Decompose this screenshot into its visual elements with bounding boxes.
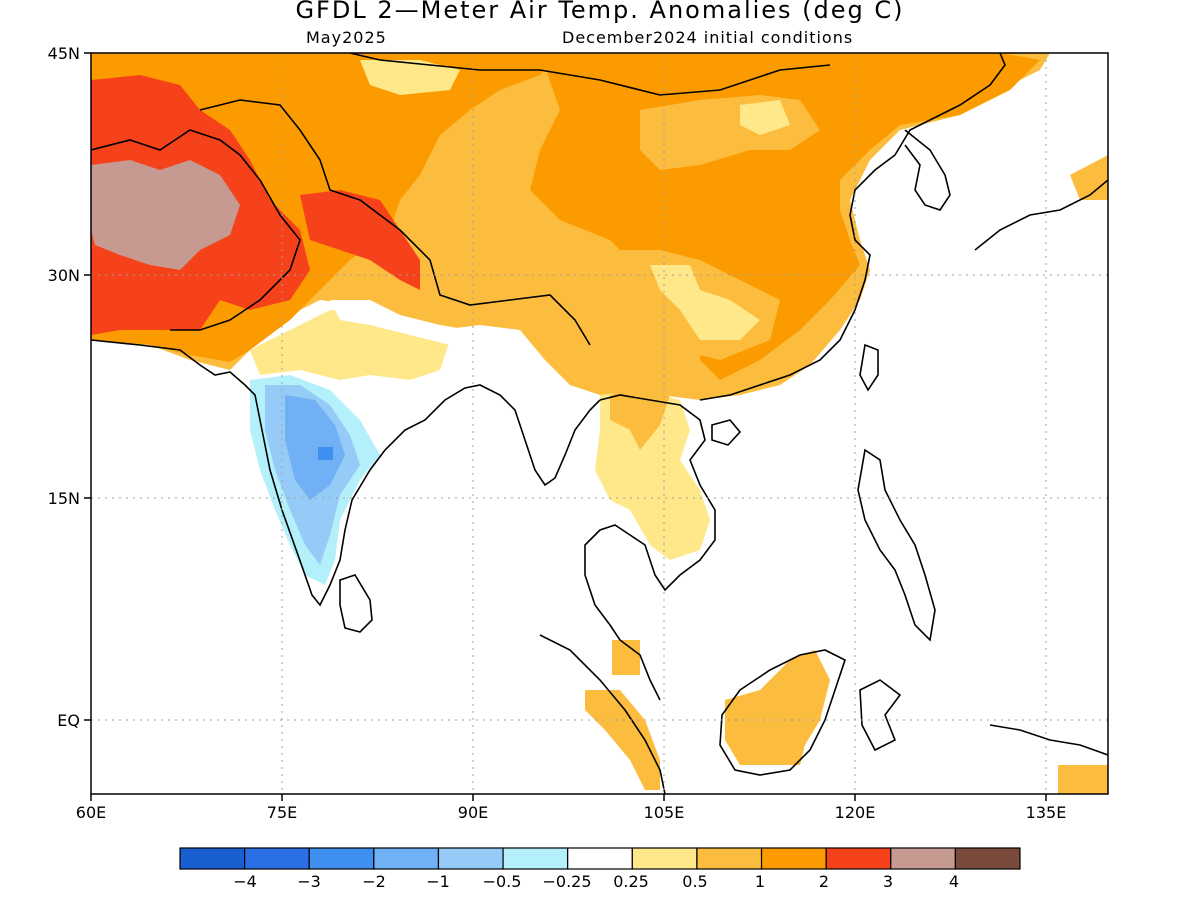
colorbar-label: 2	[818, 872, 830, 891]
colorbar-label: 1	[754, 872, 766, 891]
anomaly-region-blue3-india	[318, 447, 333, 460]
coastline-indochina	[584, 394, 716, 641]
lon-label-75e: 75E	[266, 803, 298, 822]
lon-label-105e: 105E	[643, 803, 685, 822]
anomaly-region-yellow-north	[360, 60, 460, 95]
coastline-sulawesi	[859, 679, 902, 752]
colorbar	[179, 847, 1021, 870]
init-conditions-label: December2024 initial conditions	[562, 28, 854, 47]
lon-label-90e: 90E	[457, 803, 489, 822]
coastline-india	[91, 339, 601, 607]
colorbar-swatch	[890, 847, 956, 870]
coastline-hainan	[711, 419, 742, 446]
anomaly-region-orange-malaya	[612, 640, 640, 675]
anomaly-region-yellow-indochina	[595, 390, 710, 560]
colorbar-label: 4	[948, 872, 960, 891]
colorbar-label: 0.25	[613, 872, 649, 891]
coastline-malaya	[619, 639, 661, 701]
map-frame	[90, 52, 1109, 795]
colorbar-label: −2	[362, 872, 386, 891]
anomaly-region-yellow-center	[650, 265, 760, 340]
map-title: GFDL 2—Meter Air Temp. Anomalies (deg C)	[295, 0, 905, 24]
coastline-srilanka	[339, 574, 373, 633]
coastline-philippines	[857, 448, 936, 642]
anomaly-region-white-north-india	[330, 300, 480, 345]
colorbar-swatch	[373, 847, 440, 870]
colorbar-swatch	[760, 847, 827, 870]
colorbar-swatch	[567, 847, 633, 870]
colorbar-label: 0.5	[682, 872, 708, 891]
anomaly-region-orange-borneo	[725, 650, 830, 765]
coastline-newguinea	[989, 724, 1108, 756]
colorbar-label: −0.25	[542, 872, 592, 891]
border-tibet	[199, 99, 591, 346]
gridlines	[91, 53, 1108, 794]
lon-label-135e: 135E	[1025, 803, 1067, 822]
anomaly-region-pink-west	[91, 160, 240, 270]
colorbar-swatch	[696, 847, 763, 870]
lat-label-45n: 45N	[47, 44, 80, 63]
coastlines	[91, 53, 1108, 794]
lon-label-120e: 120E	[834, 803, 876, 822]
colorbar-label: −4	[233, 872, 257, 891]
anomaly-region-red-tibet	[300, 190, 420, 290]
lat-label-15n: 15N	[47, 489, 80, 508]
lat-label-eq: EQ	[57, 711, 80, 730]
border-central-asia	[91, 129, 301, 331]
lon-label-60e: 60E	[75, 803, 107, 822]
colorbar-swatch	[244, 847, 310, 870]
colorbar-swatch	[179, 847, 246, 870]
valid-month-label: May2025	[306, 28, 387, 47]
lat-label-30n: 30N	[47, 266, 80, 285]
coastline-korea	[904, 129, 951, 211]
coastline-china	[699, 53, 1006, 401]
colorbar-swatch	[502, 847, 569, 870]
colorbar-swatch	[437, 847, 504, 870]
colorbar-swatch	[954, 847, 1021, 870]
colorbar-label: −0.5	[482, 872, 522, 891]
colorbar-label: −1	[426, 872, 450, 891]
anomaly-region-orange-sumatra	[585, 690, 660, 790]
colorbar-label: −3	[297, 872, 321, 891]
anomaly-region-orange-newguinea	[1058, 765, 1108, 794]
coastline-japan	[974, 179, 1108, 251]
anomaly-region-blue2-india	[285, 395, 345, 500]
colorbar-swatch	[825, 847, 892, 870]
colorbar-label: 3	[882, 872, 894, 891]
coastline-sumatra	[539, 634, 666, 794]
coastline-taiwan	[859, 343, 879, 392]
coastline-borneo	[719, 649, 846, 776]
anomaly-fields	[91, 53, 1108, 794]
colorbar-swatch	[308, 847, 375, 870]
border-mongolia	[349, 53, 831, 96]
axis-ticks	[84, 52, 1047, 801]
anomaly-region-yellow-ne	[740, 100, 790, 135]
colorbar-swatch	[631, 847, 698, 870]
